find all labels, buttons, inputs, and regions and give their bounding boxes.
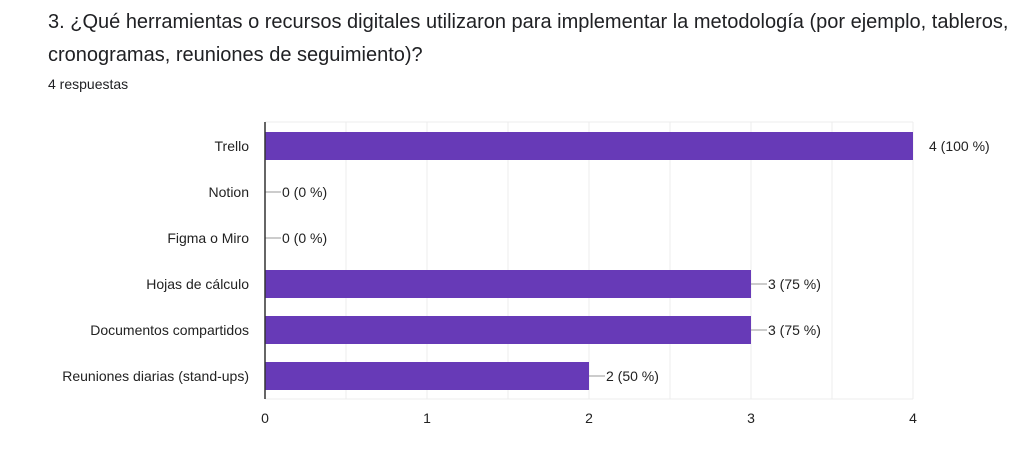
category-label: Trello bbox=[215, 138, 250, 154]
bar bbox=[265, 132, 913, 160]
category-label: Hojas de cálculo bbox=[146, 276, 249, 292]
category-label: Reuniones diarias (stand-ups) bbox=[62, 368, 249, 384]
data-label: 4 (100 %) bbox=[929, 138, 990, 154]
data-label: 0 (0 %) bbox=[282, 184, 327, 200]
x-tick-label: 4 bbox=[909, 410, 917, 426]
data-label: 3 (75 %) bbox=[768, 276, 821, 292]
x-tick-label: 0 bbox=[261, 410, 269, 426]
bar bbox=[265, 270, 751, 298]
category-label: Documentos compartidos bbox=[90, 322, 249, 338]
x-tick-label: 2 bbox=[585, 410, 593, 426]
category-label: Figma o Miro bbox=[167, 230, 249, 246]
data-label: 3 (75 %) bbox=[768, 322, 821, 338]
data-label: 0 (0 %) bbox=[282, 230, 327, 246]
bar bbox=[265, 362, 589, 390]
data-label: 2 (50 %) bbox=[606, 368, 659, 384]
x-tick-label: 1 bbox=[423, 410, 431, 426]
question-title: 3. ¿Qué herramientas o recursos digitale… bbox=[48, 11, 1009, 66]
bar bbox=[265, 316, 751, 344]
response-count: 4 respuestas bbox=[48, 76, 129, 92]
category-label: Notion bbox=[209, 184, 249, 200]
x-tick-label: 3 bbox=[747, 410, 755, 426]
